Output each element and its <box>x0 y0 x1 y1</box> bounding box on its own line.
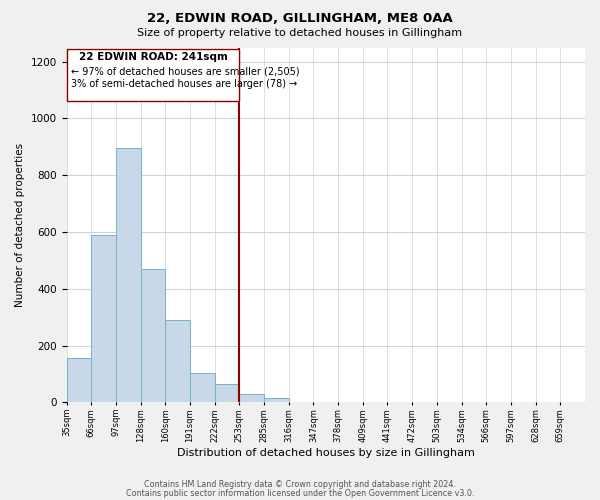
Bar <box>239 394 264 402</box>
FancyBboxPatch shape <box>67 49 239 102</box>
Bar <box>140 269 165 402</box>
Y-axis label: Number of detached properties: Number of detached properties <box>15 143 25 307</box>
Bar <box>190 372 215 402</box>
Text: 22, EDWIN ROAD, GILLINGHAM, ME8 0AA: 22, EDWIN ROAD, GILLINGHAM, ME8 0AA <box>147 12 453 26</box>
Bar <box>116 148 140 402</box>
Text: 22 EDWIN ROAD: 241sqm: 22 EDWIN ROAD: 241sqm <box>79 52 227 62</box>
Text: Size of property relative to detached houses in Gillingham: Size of property relative to detached ho… <box>137 28 463 38</box>
Bar <box>67 358 91 403</box>
Bar <box>165 320 190 402</box>
Text: Contains HM Land Registry data © Crown copyright and database right 2024.: Contains HM Land Registry data © Crown c… <box>144 480 456 489</box>
Text: 3% of semi-detached houses are larger (78) →: 3% of semi-detached houses are larger (7… <box>71 80 298 90</box>
X-axis label: Distribution of detached houses by size in Gillingham: Distribution of detached houses by size … <box>177 448 475 458</box>
Bar <box>215 384 239 402</box>
Bar <box>91 235 116 402</box>
Text: Contains public sector information licensed under the Open Government Licence v3: Contains public sector information licen… <box>126 488 474 498</box>
Text: ← 97% of detached houses are smaller (2,505): ← 97% of detached houses are smaller (2,… <box>71 66 300 76</box>
Bar <box>264 398 289 402</box>
